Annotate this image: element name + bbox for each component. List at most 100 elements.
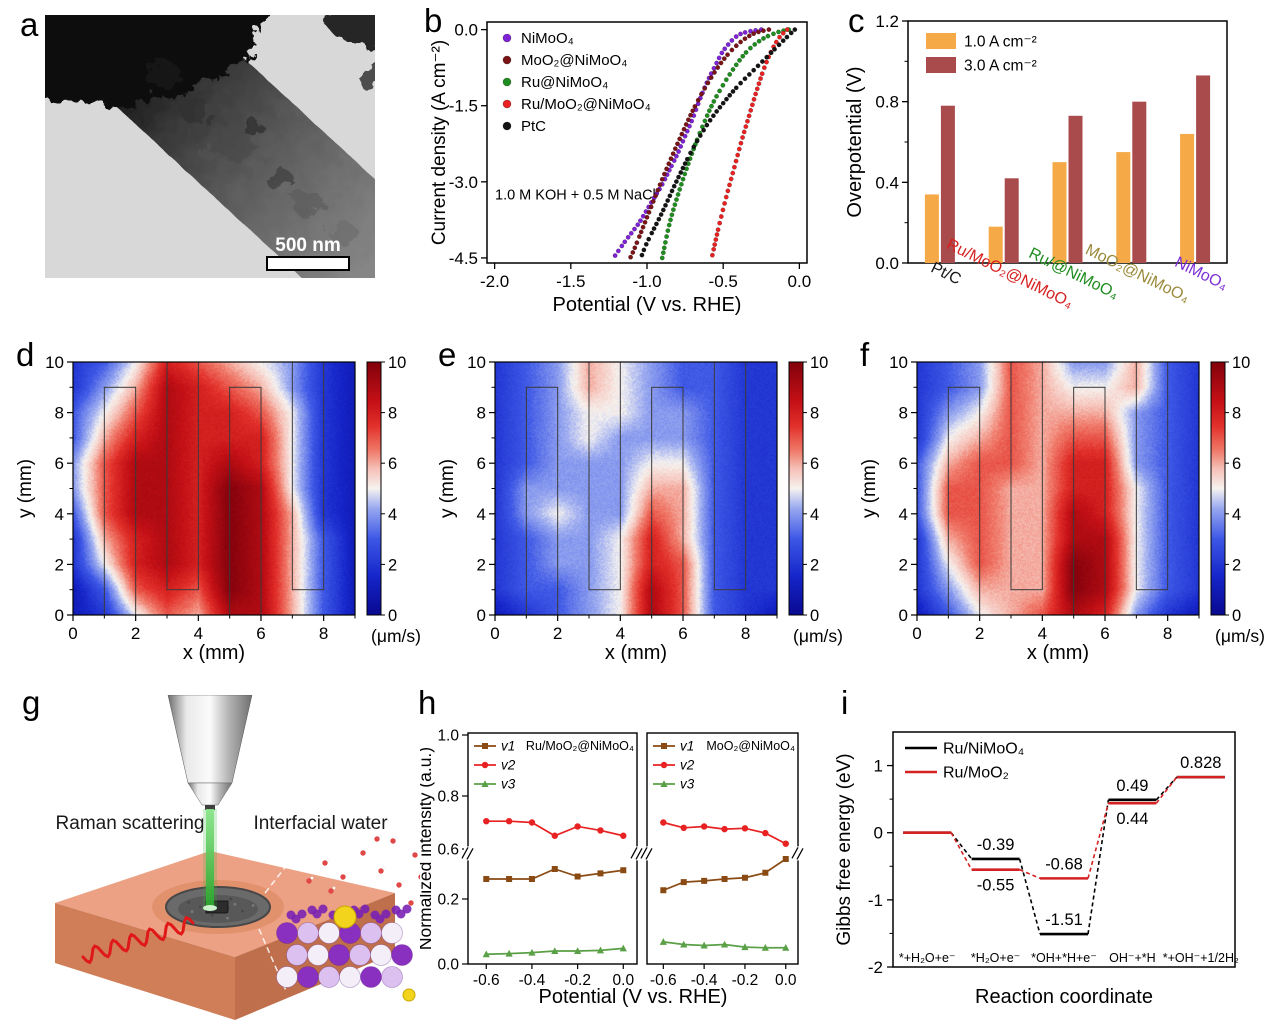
panel-label-f: f: [860, 336, 870, 373]
svg-text:4: 4: [194, 624, 203, 643]
svg-text:0.0: 0.0: [875, 254, 899, 273]
svg-text:0.8: 0.8: [875, 93, 899, 112]
heatmap-f-axes: 0 2 4 6 8 0 2 4 6 8 10 x (mm) y (mm) 0 2 4 6 8 10 (μm/s): [859, 353, 1265, 664]
svg-text:8: 8: [741, 624, 750, 643]
heatmap-e-axes: 0 2 4 6 8 0 2 4 6 8 10 x (mm) y (mm) 0 2 4 6 8 10 (μm/s): [437, 353, 843, 664]
colorbar-e: [789, 362, 803, 615]
svg-text:-1.0: -1.0: [632, 272, 661, 291]
svg-text:6: 6: [899, 454, 908, 473]
svg-text:-0.68: -0.68: [1045, 855, 1083, 873]
panel-g-raman-schematic: Raman scattering Interfacial water: [25, 695, 420, 1020]
svg-text:0: 0: [1232, 607, 1241, 625]
svg-text:10: 10: [889, 353, 908, 372]
heatmap-d-canvas: [73, 362, 355, 615]
panel-label-i: i: [841, 684, 849, 721]
svg-text:0: 0: [388, 607, 397, 625]
tem-image: 500 nm: [45, 15, 375, 278]
svg-text:8: 8: [319, 624, 328, 643]
raman-photon-wave: [81, 915, 195, 965]
panel-a-tem-image: 500 nm: [45, 15, 375, 278]
svg-text:10: 10: [388, 354, 406, 372]
svg-text:Ru@NiMoO₄: Ru@NiMoO₄: [521, 74, 608, 91]
raman-intensity-chart: -0.6 -0.4 -0.2 0.0v1v2v3Ru/MoO₂@NiMoO₄-0.6-…: [420, 728, 804, 1008]
svg-text:Normalized intensity (a.u.): Normalized intensity (a.u.): [420, 747, 435, 950]
svg-text:4: 4: [477, 505, 486, 524]
svg-text:v1: v1: [680, 739, 694, 754]
svg-text:-3.0: -3.0: [449, 173, 478, 192]
svg-text:Overpotential (V): Overpotential (V): [845, 66, 866, 217]
panel-label-e: e: [438, 336, 457, 373]
svg-text:Ru/MoO₂: Ru/MoO₂: [943, 765, 1009, 782]
svg-text:8: 8: [388, 405, 397, 423]
svg-text:-1.5: -1.5: [556, 272, 585, 291]
panel-i-gibbs-energy-chart: -2 -1 0 1 -0.39 -0.55 -0.68 -1.51 0.49 0.44 0.828 *…: [835, 690, 1274, 1020]
panel-b-lsv-chart: -2.0 -1.5 -1.0 -0.5 0.0 0.0 -1.5 -3.0 -4.5 Potent…: [430, 0, 840, 330]
svg-text:MoO₂@NiMoO₄: MoO₂@NiMoO₄: [706, 739, 795, 753]
svg-text:-0.4: -0.4: [691, 972, 718, 989]
panel-f-velocity-heatmap: 0 2 4 6 8 0 2 4 6 8 10 x (mm) y (mm) 0 2 4 6 8 10 (μm/s): [859, 335, 1274, 665]
svg-text:6: 6: [1232, 455, 1241, 473]
svg-text:-0.39: -0.39: [977, 836, 1015, 854]
heatmap-f-canvas: [917, 362, 1199, 615]
svg-text:3.0 A cm⁻²: 3.0 A cm⁻²: [964, 58, 1037, 75]
svg-text:v2: v2: [680, 758, 695, 773]
svg-text:*OH+*H+e⁻: *OH+*H+e⁻: [1031, 951, 1097, 965]
svg-text:500 nm: 500 nm: [275, 235, 340, 256]
svg-text:(μm/s): (μm/s): [371, 626, 421, 646]
svg-text:6: 6: [1100, 624, 1109, 643]
svg-text:2: 2: [131, 624, 140, 643]
svg-text:8: 8: [1232, 405, 1241, 423]
svg-text:NiMoO₄: NiMoO₄: [521, 30, 574, 47]
svg-text:2: 2: [975, 624, 984, 643]
svg-text:2: 2: [899, 555, 908, 574]
svg-text:4: 4: [899, 505, 908, 524]
svg-text:Current density (A cm⁻²): Current density (A cm⁻²): [430, 40, 450, 245]
svg-text:4: 4: [1038, 624, 1047, 643]
gibbs-energy-chart: -2 -1 0 1 -0.39 -0.55 -0.68 -1.51 0.49 0.44 0.828 *…: [835, 731, 1239, 1008]
panel-c-overpotential-chart: 0.0 0.4 0.8 1.2 Overpotential (V) Pt/C Ru/MoO₂…: [845, 0, 1274, 335]
svg-text:8: 8: [55, 404, 64, 423]
svg-text:x (mm): x (mm): [605, 642, 667, 664]
svg-text:10: 10: [467, 353, 486, 372]
svg-text:4: 4: [616, 624, 625, 643]
svg-text:0: 0: [55, 606, 64, 625]
svg-text:4: 4: [1232, 506, 1241, 524]
panel-label-b: b: [424, 2, 443, 39]
svg-text:v3: v3: [680, 777, 695, 792]
svg-text:0.44: 0.44: [1116, 810, 1148, 828]
svg-text:-0.6: -0.6: [473, 972, 500, 989]
svg-text:x (mm): x (mm): [183, 642, 245, 664]
svg-text:-1: -1: [868, 891, 883, 910]
svg-text:6: 6: [55, 454, 64, 473]
svg-text:*H₂O+e⁻: *H₂O+e⁻: [971, 951, 1020, 965]
panel-e-velocity-heatmap: 0 2 4 6 8 0 2 4 6 8 10 x (mm) y (mm) 0 2 4 6 8 10 (μm/s): [437, 335, 857, 665]
svg-text:Gibbs free energy (eV): Gibbs free energy (eV): [835, 753, 855, 945]
svg-text:0.0: 0.0: [613, 972, 635, 989]
svg-text:(μm/s): (μm/s): [793, 626, 843, 646]
panel-label-a: a: [20, 6, 39, 43]
svg-text:-2: -2: [868, 958, 883, 977]
svg-text:1.0 M KOH + 0.5 M NaCl: 1.0 M KOH + 0.5 M NaCl: [495, 188, 656, 204]
svg-text:Potential (V vs. RHE): Potential (V vs. RHE): [539, 986, 728, 1008]
svg-text:MoO₂@NiMoO₄: MoO₂@NiMoO₄: [521, 52, 627, 69]
svg-text:10: 10: [1232, 354, 1250, 372]
svg-text:6: 6: [810, 455, 819, 473]
svg-text:10: 10: [45, 353, 64, 372]
svg-text:6: 6: [477, 454, 486, 473]
raman-setup-scene: [55, 695, 420, 1020]
raman-scattering-label: Raman scattering: [55, 813, 205, 834]
panel-label-c: c: [848, 2, 865, 39]
svg-text:y (mm): y (mm): [859, 459, 880, 518]
svg-text:-0.2: -0.2: [564, 972, 591, 989]
svg-text:v1: v1: [501, 739, 515, 754]
svg-text:0.2: 0.2: [437, 892, 459, 909]
svg-text:4: 4: [388, 506, 397, 524]
svg-text:Pt/C: Pt/C: [928, 259, 963, 288]
svg-text:Reaction coordinate: Reaction coordinate: [975, 986, 1153, 1008]
svg-text:-4.5: -4.5: [449, 249, 478, 268]
svg-text:2: 2: [810, 556, 819, 574]
panel-label-g: g: [22, 684, 41, 721]
svg-text:Ru/MoO₂@NiMoO₄: Ru/MoO₂@NiMoO₄: [526, 739, 634, 753]
laser-beam: [206, 809, 214, 909]
svg-text:0.8: 0.8: [437, 789, 459, 806]
